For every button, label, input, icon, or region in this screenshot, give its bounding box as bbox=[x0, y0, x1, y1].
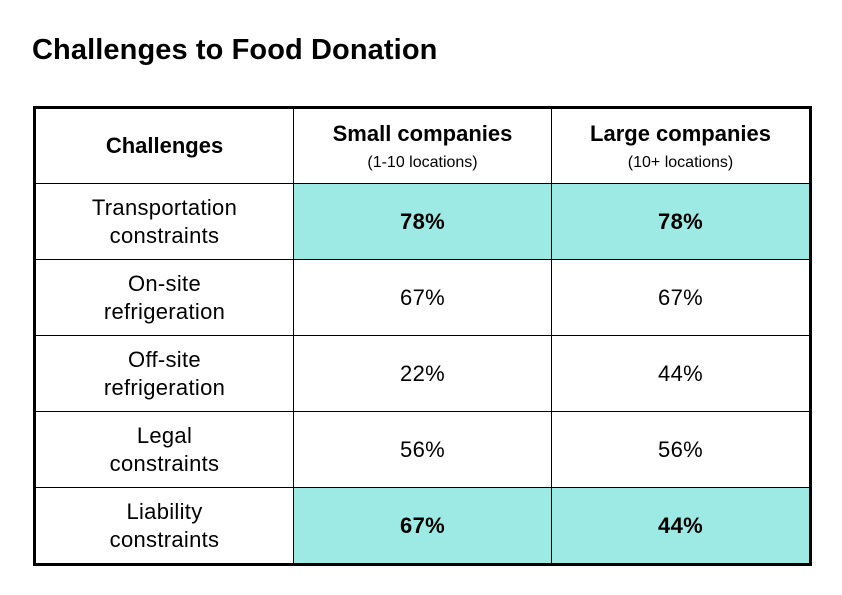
row-label-line: Transportation bbox=[91, 194, 238, 220]
row-label-line: Liability bbox=[126, 498, 203, 524]
row-label-line: On-site bbox=[127, 270, 201, 296]
table-row: Legal constraints 56% 56% bbox=[34, 411, 811, 488]
header-challenges: Challenges bbox=[34, 107, 294, 184]
large-companies-value: 56% bbox=[551, 411, 811, 488]
small-companies-value: 78% bbox=[293, 183, 552, 260]
small-companies-value: 22% bbox=[293, 335, 552, 412]
header-small-companies: Small companies (1-10 locations) bbox=[293, 107, 552, 184]
header-challenges-label: Challenges bbox=[105, 133, 224, 158]
challenges-table: Challenges Small companies (1-10 locatio… bbox=[33, 106, 812, 566]
large-companies-value: 44% bbox=[551, 487, 811, 565]
row-label-line: constraints bbox=[109, 222, 220, 248]
row-label: Legal constraints bbox=[34, 411, 294, 488]
small-companies-value: 67% bbox=[293, 259, 552, 336]
small-companies-value: 56% bbox=[293, 411, 552, 488]
large-companies-value: 44% bbox=[551, 335, 811, 412]
header-large-companies: Large companies (10+ locations) bbox=[551, 107, 811, 184]
row-label-line: refrigeration bbox=[103, 298, 226, 324]
row-label-line: constraints bbox=[109, 450, 220, 476]
header-large-companies-sublabel: (10+ locations) bbox=[627, 153, 734, 171]
table-row: Transportation constraints 78% 78% bbox=[34, 183, 811, 260]
row-label-line: refrigeration bbox=[103, 374, 226, 400]
table-row: On-site refrigeration 67% 67% bbox=[34, 259, 811, 336]
row-label-line: constraints bbox=[109, 526, 220, 552]
row-label: Off-site refrigeration bbox=[34, 335, 294, 412]
header-large-companies-label: Large companies bbox=[590, 120, 771, 146]
table-row: Liability constraints 67% 44% bbox=[34, 487, 811, 565]
table-body: Transportation constraints 78% 78% On-site re… bbox=[34, 183, 811, 565]
table-row: Off-site refrigeration 22% 44% bbox=[34, 335, 811, 412]
row-label: Transportation constraints bbox=[34, 183, 294, 260]
row-label-line: Off-site bbox=[128, 346, 201, 372]
header-small-companies-sublabel: (1-10 locations) bbox=[367, 153, 478, 171]
large-companies-value: 67% bbox=[551, 259, 811, 336]
small-companies-value: 67% bbox=[293, 487, 552, 565]
row-label: Liability constraints bbox=[34, 487, 294, 565]
row-label-line: Legal bbox=[136, 422, 193, 448]
table-header-row: Challenges Small companies (1-10 locatio… bbox=[34, 107, 811, 184]
header-small-companies-label: Small companies bbox=[332, 120, 513, 146]
page-title: Challenges to Food Donation bbox=[32, 34, 438, 66]
large-companies-value: 78% bbox=[551, 183, 811, 260]
row-label: On-site refrigeration bbox=[34, 259, 294, 336]
